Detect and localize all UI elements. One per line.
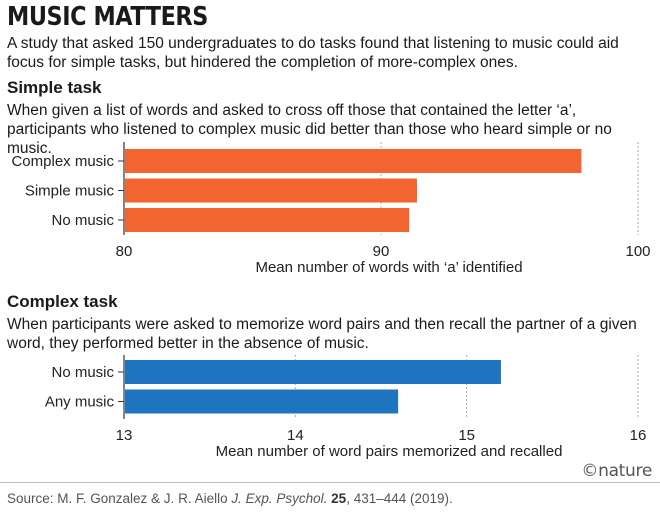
category-label: Any music (45, 394, 115, 411)
tick-label: 16 (630, 427, 647, 444)
category-label: No music (51, 364, 114, 381)
complex-task-title: Complex task (7, 292, 118, 311)
tick-label: 100 (625, 243, 650, 260)
bar (125, 178, 417, 203)
tick-label: 15 (458, 427, 475, 444)
category-label: No music (51, 212, 114, 229)
page-title: MUSIC MATTERS (7, 2, 208, 32)
tick-label: 80 (116, 243, 133, 260)
complex-task-description: When participants were asked to memorize… (7, 316, 637, 352)
page-subtitle: A study that asked 150 undergraduates to… (7, 35, 619, 71)
x-axis-label: Mean number of word pairs memorized and … (216, 443, 563, 460)
bar (125, 149, 582, 173)
footer-divider (0, 482, 660, 483)
category-label: Complex music (11, 153, 114, 170)
nature-logo: ©nature (581, 461, 652, 481)
category-label: Simple music (25, 183, 115, 200)
source-journal: J. Exp. Psychol. (231, 491, 328, 506)
source-citation: Source: M. F. Gonzalez & J. R. Aiello J.… (7, 491, 453, 506)
x-axis-label: Mean number of words with ‘a’ identified (255, 259, 522, 276)
bar (125, 208, 410, 232)
simple-task-description: When given a list of words and asked to … (7, 102, 612, 157)
source-prefix: Source: M. F. Gonzalez & J. R. Aiello (7, 491, 232, 506)
bar (125, 360, 501, 384)
source-volume: 25 (331, 491, 347, 506)
bar (125, 389, 399, 414)
source-pages: , 431–444 (2019). (346, 491, 453, 506)
tick-label: 13 (116, 427, 133, 444)
tick-label: 14 (287, 427, 304, 444)
tick-label: 90 (373, 243, 390, 260)
simple-task-title: Simple task (7, 78, 102, 97)
